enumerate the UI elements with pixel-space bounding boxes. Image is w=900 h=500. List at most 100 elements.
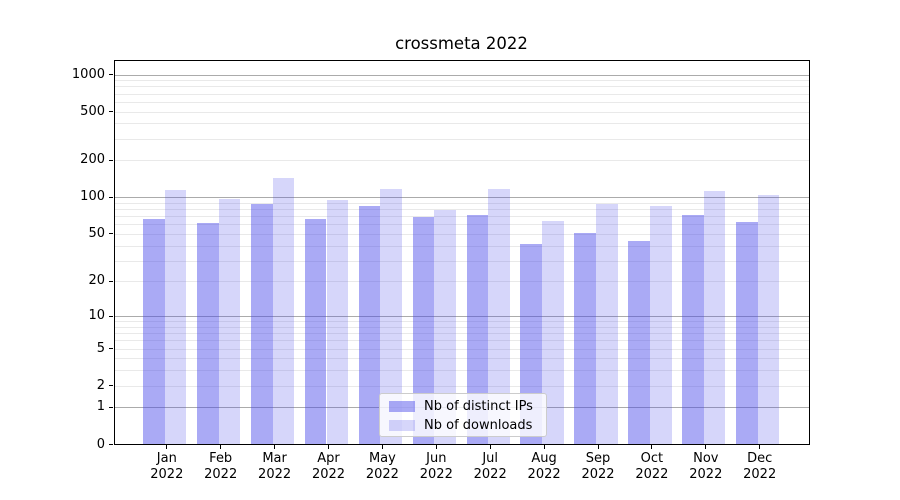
- y-tick-label: 200: [80, 152, 105, 168]
- x-tick-mark: [597, 445, 599, 449]
- x-tick-year: 2022: [204, 466, 238, 482]
- x-tick-year: 2022: [473, 466, 507, 482]
- y-tick-label: 0: [96, 436, 105, 452]
- y-tick-label: 2: [96, 377, 105, 393]
- x-tick-year: 2022: [689, 466, 723, 482]
- plot-area: Nb of distinct IPs Nb of downloads: [113, 59, 810, 445]
- bar-distinct-ips: [304, 218, 327, 444]
- y-tick-mark: [109, 444, 113, 445]
- bar-distinct-ips: [736, 221, 758, 444]
- x-tick-year: 2022: [365, 466, 399, 482]
- x-tick-mark: [543, 445, 545, 449]
- gridline-minor: [114, 101, 809, 103]
- x-tick-month: Jan: [156, 451, 177, 466]
- x-tick-year: 2022: [311, 466, 346, 482]
- gridline-major: [114, 316, 809, 318]
- y-tick-label: 20: [88, 273, 105, 289]
- bar-distinct-ips: [412, 216, 435, 444]
- x-tick-month: Oct: [640, 451, 664, 466]
- x-tick-month: Feb: [209, 451, 233, 466]
- y-tick-label: 1: [96, 399, 105, 415]
- gridline-minor: [114, 202, 809, 204]
- bar-distinct-ips: [250, 204, 273, 444]
- bar-distinct-ips: [197, 222, 219, 444]
- x-tick-year: 2022: [635, 466, 669, 482]
- x-tick-year: 2022: [527, 466, 561, 482]
- x-tick-label: Aug 2022: [512, 451, 576, 482]
- y-tick-mark: [109, 348, 113, 350]
- x-tick-label: Mar 2022: [243, 451, 307, 482]
- y-tick-mark: [109, 74, 113, 75]
- gridline-minor: [114, 93, 809, 95]
- x-tick-label: Jan 2022: [135, 451, 199, 482]
- gridline-minor: [114, 224, 809, 226]
- bar-distinct-ips: [466, 215, 489, 444]
- bar-downloads: [164, 189, 187, 444]
- x-tick-mark: [489, 445, 491, 449]
- y-tick-label: 100: [80, 189, 105, 205]
- y-tick-mark: [109, 159, 113, 161]
- y-tick-label: 500: [80, 103, 105, 119]
- x-tick-label: Jun 2022: [404, 451, 468, 482]
- x-tick-mark: [435, 445, 437, 449]
- x-tick-label: Oct 2022: [620, 451, 684, 482]
- x-tick-month: May: [368, 451, 396, 466]
- gridline-major: [114, 74, 809, 76]
- x-tick-mark: [220, 445, 222, 449]
- gridline-minor: [114, 209, 809, 211]
- bar-distinct-ips: [143, 218, 165, 444]
- x-tick-mark: [381, 445, 383, 449]
- legend-label: Nb of downloads: [424, 418, 533, 433]
- y-tick-mark: [109, 315, 113, 317]
- y-tick-label: 50: [88, 225, 105, 241]
- y-tick-mark: [109, 280, 113, 282]
- legend-item: Nb of downloads: [380, 416, 546, 435]
- y-tick-mark: [109, 406, 113, 408]
- gridline-minor: [114, 281, 809, 283]
- legend-swatch-downloads: [389, 420, 415, 431]
- x-tick-label: May 2022: [350, 451, 414, 482]
- bar-downloads: [703, 191, 726, 444]
- bar-downloads: [434, 209, 456, 444]
- x-tick-year: 2022: [419, 466, 453, 482]
- x-tick-label: Feb 2022: [189, 451, 253, 482]
- gridline-minor: [114, 245, 809, 247]
- gridline-minor: [114, 370, 809, 372]
- gridline-major: [114, 197, 809, 199]
- bar-downloads: [488, 188, 510, 444]
- bar-downloads: [757, 194, 780, 444]
- bar-distinct-ips: [682, 214, 704, 444]
- gridline-minor: [114, 111, 809, 113]
- x-tick-label: Jul 2022: [458, 451, 522, 482]
- gridline-minor: [114, 333, 809, 335]
- gridline-minor: [114, 358, 809, 360]
- x-tick-month: Apr: [317, 451, 340, 466]
- gridline-minor: [114, 348, 809, 350]
- y-tick-mark: [109, 233, 113, 235]
- gridline-minor: [114, 138, 809, 140]
- x-tick-year: 2022: [581, 466, 615, 482]
- x-tick-mark: [651, 445, 653, 449]
- x-tick-year: 2022: [258, 466, 292, 482]
- y-tick-mark: [109, 385, 113, 387]
- y-tick-label: 5: [96, 340, 105, 356]
- gridline-minor: [114, 233, 809, 235]
- x-tick-month: Dec: [747, 451, 773, 466]
- x-tick-mark: [759, 445, 761, 449]
- bar-distinct-ips: [358, 205, 381, 444]
- x-tick-label: Dec 2022: [728, 451, 792, 482]
- bar-downloads: [380, 189, 403, 444]
- x-tick-label: Nov 2022: [674, 451, 738, 482]
- bar-downloads: [542, 220, 564, 444]
- x-tick-month: Jul: [482, 451, 499, 466]
- legend-label: Nb of distinct IPs: [424, 399, 533, 414]
- gridline-minor: [114, 321, 809, 323]
- x-tick-mark: [274, 445, 276, 449]
- chart-title: crossmeta 2022: [395, 34, 528, 53]
- bar-downloads: [326, 200, 349, 444]
- gridline-minor: [114, 385, 809, 387]
- gridline-minor: [114, 160, 809, 162]
- bar-distinct-ips: [628, 240, 650, 444]
- y-tick-mark: [109, 111, 113, 113]
